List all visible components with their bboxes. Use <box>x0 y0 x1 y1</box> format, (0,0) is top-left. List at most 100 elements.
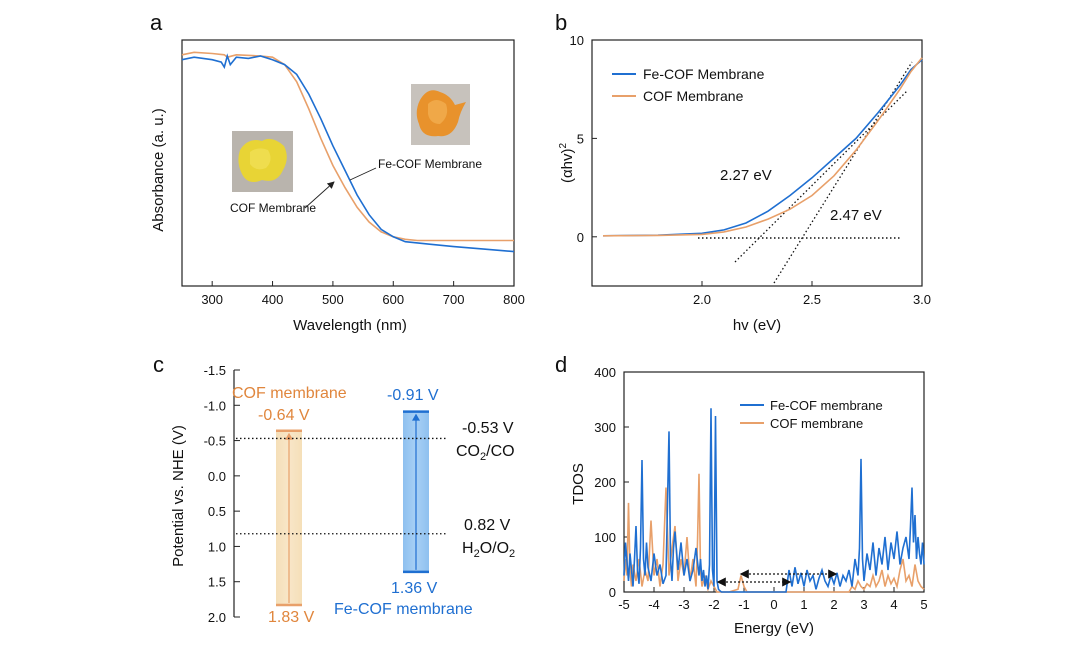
panel-d-x-tick-label: 3 <box>860 597 867 612</box>
panel-b-series-line <box>602 59 923 237</box>
panel-c-bars <box>276 410 429 607</box>
panel-b-y-tick-label: 10 <box>570 33 584 48</box>
panel-a-fe-cof-annotation: Fe-COF Membrane <box>378 157 482 171</box>
panel-b-frame <box>591 39 923 287</box>
panel-b-y-ticks: 0 5 10 <box>570 33 597 245</box>
ref1-co-tail: /CO <box>486 443 514 460</box>
panel-b-annotation-2-27: 2.27 eV <box>720 167 772 184</box>
panel-d-series <box>623 408 925 593</box>
panel-c-y-tick-label: 2.0 <box>208 610 226 625</box>
panel-c-excitation-arrowhead <box>285 432 293 440</box>
ref1-sub: 2 <box>480 451 486 463</box>
panel-b-y-tick-label: 0 <box>577 230 584 245</box>
panel-d-series-line <box>623 473 925 593</box>
panel-c-y-tick-label: -1.0 <box>204 398 226 413</box>
panel-b-x-tick-label: 3.0 <box>913 292 931 307</box>
panel-c-ref1-species: CO2/CO <box>456 443 515 463</box>
ref1-co: CO <box>456 443 480 460</box>
panel-a-label: a <box>150 10 163 35</box>
panel-d-x-tick-label: 2 <box>830 597 837 612</box>
panel-a-y-label: Absorbance (a. u.) <box>150 108 167 231</box>
panel-d-tdos: d -5 -4 -3 -2 -1 0 1 2 3 4 5 0 100 200 300 400 Energy … <box>555 352 928 637</box>
panel-b-series-line <box>602 57 923 237</box>
panel-b-label: b <box>555 10 567 35</box>
ref2-sub1: 2 <box>474 548 480 560</box>
panel-a-x-tick-label: 400 <box>262 292 284 307</box>
panel-c-cof-bottom: 1.83 V <box>268 609 315 626</box>
ref2-sub2: 2 <box>509 548 515 560</box>
panel-b-y-label-sup: 2 <box>558 143 569 149</box>
panel-c-cof-name: COF membrane <box>232 385 347 402</box>
panel-c-fe-bottom: 1.36 V <box>391 580 438 597</box>
panel-d-label: d <box>555 352 567 377</box>
panel-d-x-tick-label: -2 <box>708 597 720 612</box>
panel-b-legend-fe-cof: Fe-COF Membrane <box>643 66 765 82</box>
panel-c-cof-top: -0.64 V <box>258 407 310 424</box>
panel-d-x-label: Energy (eV) <box>734 620 814 637</box>
panel-b-legend-cof: COF Membrane <box>643 88 744 104</box>
panel-d-x-tick-label: -4 <box>648 597 660 612</box>
panel-a-frame <box>181 39 515 287</box>
panel-d-y-tick-label: 300 <box>594 420 616 435</box>
panel-d-y-tick-label: 200 <box>594 475 616 490</box>
panel-b-x-label: hv (eV) <box>733 317 781 334</box>
panel-c-label: c <box>153 352 164 377</box>
panel-d-x-ticks: -5 -4 -3 -2 -1 0 1 2 3 4 5 <box>618 587 928 612</box>
panel-a-series <box>181 51 515 253</box>
panel-d-y-tick-label: 0 <box>609 585 616 600</box>
panel-b-x-tick-label: 2.0 <box>693 292 711 307</box>
panel-c-fe-name: Fe-COF membrane <box>334 601 473 618</box>
panel-c-y-tick-label: 1.5 <box>208 575 226 590</box>
panel-d-x-tick-label: -1 <box>738 597 750 612</box>
panel-d-x-tick-label: 0 <box>770 597 777 612</box>
panel-d-x-tick-label: -3 <box>678 597 690 612</box>
fe-cof-annotation-line <box>349 167 377 181</box>
panel-a-x-tick-label: 800 <box>503 292 525 307</box>
panel-a-absorbance: a 300 400 500 600 700 800 Wavelength (nm) Abs… <box>150 10 525 334</box>
panel-c-y-tick-label: -0.5 <box>204 434 226 449</box>
panel-c-reference-lines <box>236 437 448 535</box>
ref2-h: H <box>462 540 474 557</box>
ref2-oo: O/O <box>480 540 509 557</box>
panel-a-x-tick-label: 500 <box>322 292 344 307</box>
panel-a-cof-annotation: COF Membrane <box>230 201 316 215</box>
panel-d-x-tick-label: 1 <box>800 597 807 612</box>
fe-cof-tangent <box>734 89 909 263</box>
panel-c-fe-top: -0.91 V <box>387 387 439 404</box>
panel-c-band-alignment: c -1.5 -1.0 -0.5 0.0 0.5 1.0 1.5 2.0 Potential … <box>153 352 515 626</box>
panel-c-ref2-species: H2O/O2 <box>462 540 515 560</box>
panel-d-legend-cof: COF membrane <box>770 416 863 431</box>
panel-d-y-ticks: 0 100 200 300 400 <box>594 365 629 600</box>
panel-a-series-line <box>181 53 515 253</box>
panel-d-x-tick-label: 4 <box>890 597 897 612</box>
fe-cof-membrane-photo <box>411 84 470 145</box>
panel-c-y-tick-label: 0.5 <box>208 504 226 519</box>
panel-a-x-tick-label: 300 <box>201 292 223 307</box>
panel-b-x-ticks: 2.0 2.5 3.0 <box>693 281 931 307</box>
panel-a-x-label: Wavelength (nm) <box>293 317 407 334</box>
panel-d-x-tick-label: -5 <box>618 597 630 612</box>
panel-a-x-tick-label: 700 <box>443 292 465 307</box>
panel-c-y-label: Potential vs. NHE (V) <box>170 425 187 567</box>
panel-c-ref2-value: 0.82 V <box>464 517 511 534</box>
panel-b-y-label-main: (αhv) <box>559 149 576 184</box>
panel-b-annotation-2-47: 2.47 eV <box>830 207 882 224</box>
panel-a-x-tick-label: 600 <box>382 292 404 307</box>
cof-annotation-arrow <box>304 181 335 209</box>
panel-c-y-tick-label: 0.0 <box>208 469 226 484</box>
panel-d-series-line <box>623 408 925 593</box>
panel-c-y-ticks: -1.5 -1.0 -0.5 0.0 0.5 1.0 1.5 2.0 <box>204 363 240 625</box>
panel-d-legend-fe-cof: Fe-COF membrane <box>770 398 883 413</box>
panel-d-y-label: TDOS <box>570 463 587 505</box>
panel-a-x-ticks: 300 400 500 600 700 800 <box>201 281 525 307</box>
panel-c-y-tick-label: -1.5 <box>204 363 226 378</box>
panel-c-ref1-value: -0.53 V <box>462 420 514 437</box>
panel-c-y-tick-label: 1.0 <box>208 539 226 554</box>
panel-d-x-tick-label: 5 <box>920 597 927 612</box>
panel-d-y-tick-label: 400 <box>594 365 616 380</box>
panel-d-y-tick-label: 100 <box>594 530 616 545</box>
panel-b-x-tick-label: 2.5 <box>803 292 821 307</box>
cof-membrane-photo <box>232 131 293 192</box>
